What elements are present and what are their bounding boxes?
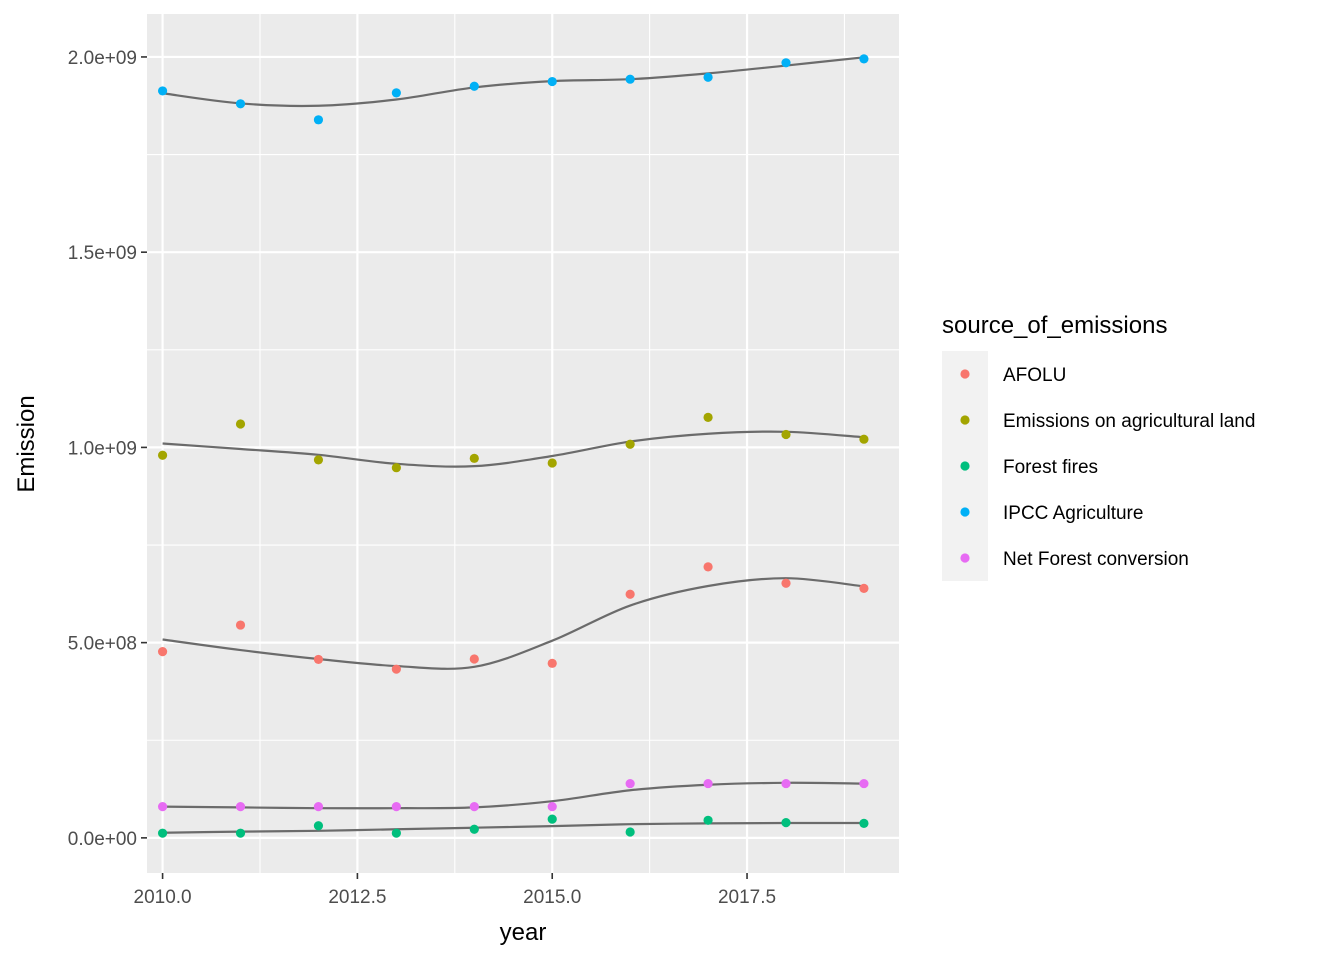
- legend-label: Forest fires: [1003, 457, 1098, 478]
- data-point: [625, 827, 635, 837]
- data-point: [469, 453, 479, 463]
- data-point: [157, 86, 168, 96]
- y-tick-label: 1.5e+09: [68, 243, 137, 264]
- plot-panel: [147, 14, 899, 873]
- data-point: [235, 620, 246, 630]
- data-point: [313, 802, 324, 812]
- data-point: [703, 72, 713, 82]
- x-tick-label: 2017.5: [718, 887, 776, 908]
- data-point: [235, 802, 246, 812]
- data-point: [157, 802, 168, 812]
- data-point: [391, 88, 401, 98]
- data-point: [859, 778, 869, 789]
- data-point: [547, 814, 557, 824]
- data-point: [781, 578, 791, 588]
- x-axis-title: year: [500, 919, 547, 946]
- smooth-line: [162, 821, 864, 834]
- x-axis: 2010.0 2012.5 2015.0 2017.5: [134, 873, 776, 908]
- y-axis: 0.0e+00 5.0e+08 1.0e+09 1.5e+09 2.0e+09: [68, 48, 147, 850]
- data-point: [235, 99, 246, 109]
- y-tick-label: 1.0e+09: [68, 438, 137, 459]
- legend-label: IPCC Agriculture: [1003, 503, 1143, 524]
- data-point: [391, 828, 401, 838]
- smooth-line: [162, 430, 865, 468]
- data-point: [547, 802, 557, 812]
- smooth-lines: [162, 56, 865, 834]
- legend: source_of_emissions AFOLU Emissions on ag…: [942, 312, 1255, 581]
- data-point: [157, 450, 168, 460]
- data-point: [391, 463, 401, 473]
- legend-label: Net Forest conversion: [1003, 549, 1189, 570]
- x-tick-label: 2012.5: [328, 887, 386, 908]
- data-point: [859, 583, 869, 593]
- data-point: [781, 818, 791, 828]
- legend-label: Emissions on agricultural land: [1003, 411, 1255, 432]
- grid-major: [147, 14, 899, 873]
- y-axis-title: Emission: [13, 395, 40, 492]
- data-point: [859, 434, 869, 444]
- legend-key: [960, 369, 970, 379]
- data-point: [313, 654, 324, 665]
- data-point: [625, 778, 635, 789]
- x-tick-label: 2015.0: [523, 887, 581, 908]
- data-point: [859, 818, 869, 829]
- data-point: [391, 802, 401, 812]
- legend-title: source_of_emissions: [942, 312, 1167, 339]
- data-point: [625, 439, 635, 449]
- data-point: [547, 658, 557, 668]
- y-tick-label: 2.0e+09: [68, 48, 137, 69]
- grid-minor: [147, 14, 899, 873]
- data-point: [547, 458, 557, 468]
- data-point: [703, 412, 713, 422]
- data-point: [703, 562, 713, 572]
- data-points: [157, 54, 869, 838]
- smooth-line: [162, 577, 865, 670]
- data-point: [859, 54, 869, 64]
- data-point: [469, 654, 479, 664]
- smooth-line: [162, 56, 865, 108]
- data-point: [391, 664, 401, 674]
- data-point: [469, 824, 479, 834]
- y-tick-label: 5.0e+08: [68, 634, 137, 655]
- data-point: [625, 589, 635, 599]
- x-tick-label: 2010.0: [134, 887, 192, 908]
- data-point: [781, 429, 791, 440]
- legend-label: AFOLU: [1003, 365, 1066, 386]
- legend-key: [960, 415, 970, 425]
- data-point: [235, 828, 246, 838]
- data-point: [313, 821, 324, 831]
- data-point: [703, 778, 713, 789]
- legend-key: [960, 461, 970, 471]
- data-point: [313, 455, 324, 465]
- data-point: [469, 802, 479, 812]
- y-tick-label: 0.0e+00: [68, 829, 137, 850]
- data-point: [547, 76, 557, 87]
- data-point: [157, 647, 168, 657]
- data-point: [235, 419, 246, 429]
- smooth-line: [162, 781, 864, 810]
- data-point: [625, 74, 635, 84]
- data-point: [703, 815, 713, 825]
- legend-key: [960, 507, 970, 517]
- data-point: [781, 58, 791, 68]
- data-point: [781, 778, 791, 789]
- data-point: [157, 828, 168, 838]
- data-point: [313, 115, 324, 125]
- data-point: [469, 81, 479, 91]
- legend-key: [960, 553, 970, 563]
